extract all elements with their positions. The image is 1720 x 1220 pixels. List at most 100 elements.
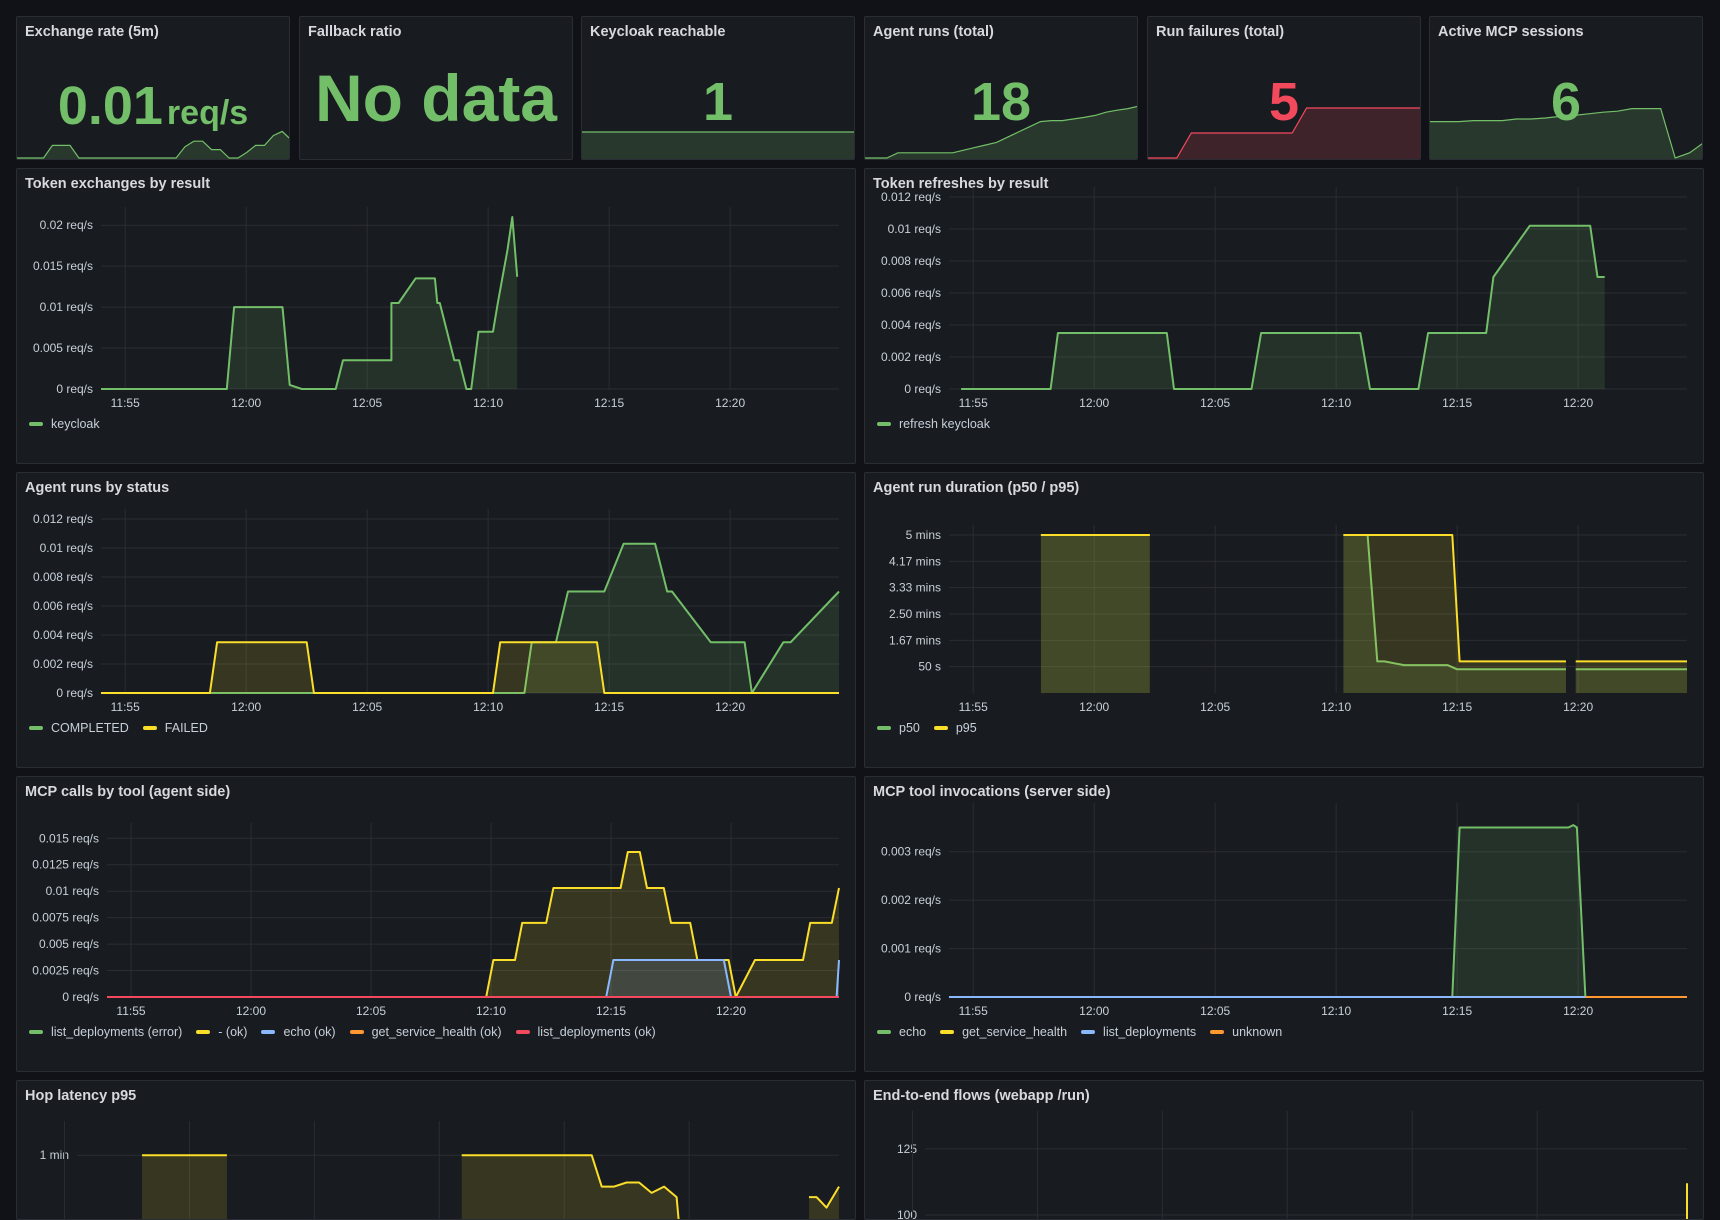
x-tick-label: 12:20 bbox=[1563, 396, 1593, 410]
stat-panel-run-failures[interactable]: Run failures (total) 5 bbox=[1147, 16, 1421, 160]
series-area-refresh-keycloak bbox=[961, 225, 1605, 389]
legend-item[interactable]: refresh keycloak bbox=[877, 417, 990, 431]
y-tick-label: 0.0025 req/s bbox=[32, 964, 99, 978]
legend-item[interactable]: echo bbox=[877, 1025, 926, 1039]
legend-swatch bbox=[933, 726, 948, 730]
sparkline bbox=[1430, 108, 1702, 159]
sparkline-line bbox=[1148, 107, 1420, 159]
y-tick-label: 0.0125 req/s bbox=[32, 858, 99, 872]
panel-token-exchanges[interactable]: Token exchanges by result 0 req/s 0.005 r… bbox=[16, 168, 856, 464]
legend-item[interactable]: list_deployments (ok) bbox=[515, 1025, 656, 1039]
x-tick-label: 12:15 bbox=[594, 396, 624, 410]
x-tick-label: 12:15 bbox=[1442, 700, 1472, 714]
sparkline-fill bbox=[865, 106, 1137, 159]
x-tick-label: 12:10 bbox=[1321, 1004, 1351, 1018]
legend-swatch bbox=[877, 1030, 891, 1034]
legend-item[interactable]: FAILED bbox=[142, 721, 208, 735]
panel-agent-runs[interactable]: Agent runs by status 0 req/s 0.002 req/s 0… bbox=[16, 472, 856, 768]
legend-item[interactable]: COMPLETED bbox=[29, 721, 129, 735]
stat-panel-active-mcp-sessions[interactable]: Active MCP sessions 6 bbox=[1429, 16, 1703, 160]
panel-hop-latency[interactable]: Hop latency p95 1 min bbox=[16, 1080, 856, 1220]
stat-value: 1 bbox=[702, 72, 734, 132]
stat-value: 5 bbox=[1268, 72, 1300, 132]
series-area-series bbox=[461, 1155, 679, 1219]
x-tick-label: 12:05 bbox=[1200, 396, 1230, 410]
legend-swatch bbox=[877, 422, 891, 426]
stat-panel-keycloak-reachable[interactable]: Keycloak reachable 1 bbox=[581, 16, 855, 160]
stat-panel-agent-runs[interactable]: Agent runs (total) 18 bbox=[864, 16, 1138, 160]
legend-swatch bbox=[515, 1030, 530, 1034]
panel-agent-duration[interactable]: Agent run duration (p50 / p95) 50 s 1.67 … bbox=[864, 472, 1704, 768]
series-line-failed bbox=[101, 641, 839, 694]
sparkline bbox=[582, 131, 854, 159]
y-tick-label: 4.17 mins bbox=[889, 554, 941, 568]
chart-svg: 0 req/s 0.005 req/s 0.01 req/s 0.015 req/s 0… bbox=[33, 207, 839, 410]
legend-swatch bbox=[142, 726, 157, 730]
x-tick-label: 12:20 bbox=[716, 1004, 746, 1018]
y-tick-label: 0 req/s bbox=[56, 382, 93, 396]
panel-e2e-flows[interactable]: End-to-end flows (webapp /run) 100 125 bbox=[864, 1080, 1704, 1220]
sparkline-line bbox=[865, 105, 1137, 159]
x-tick-label: 12:10 bbox=[476, 1004, 506, 1018]
x-tick-label: 12:20 bbox=[715, 396, 745, 410]
panel-mcp-invocations[interactable]: MCP tool invocations (server side) 0 req… bbox=[864, 776, 1704, 1072]
x-tick-label: 11:55 bbox=[111, 396, 140, 410]
legend-item[interactable]: list_deployments (error) bbox=[29, 1025, 182, 1039]
stat-panel-exchange-rate[interactable]: Exchange rate (5m) 0.01 req/s bbox=[16, 16, 290, 160]
series-area-p50 bbox=[1343, 535, 1567, 693]
x-tick-label: 12:00 bbox=[231, 700, 261, 714]
x-tick-label: 12:10 bbox=[473, 700, 503, 714]
x-tick-label: 12:15 bbox=[1442, 1004, 1472, 1018]
legend-item[interactable]: get_service_health (ok) bbox=[349, 1025, 502, 1039]
y-tick-label: 3.33 mins bbox=[889, 581, 941, 595]
legend-item[interactable]: get_service_health bbox=[940, 1025, 1067, 1039]
legend-swatch bbox=[29, 1030, 43, 1034]
legend-swatch bbox=[1210, 1030, 1225, 1034]
stat-value: 18 bbox=[970, 72, 1032, 132]
series-area-keycloak bbox=[101, 217, 518, 389]
legend-item[interactable]: keycloak bbox=[29, 417, 100, 431]
panel-title: Agent runs by status bbox=[25, 480, 170, 496]
series-line-series bbox=[461, 1154, 680, 1219]
chart-legend: keycloak bbox=[29, 417, 100, 431]
y-tick-label: 0.005 req/s bbox=[39, 937, 99, 951]
legend-label: - (ok) bbox=[218, 1025, 248, 1039]
legend-item[interactable]: - (ok) bbox=[196, 1025, 247, 1039]
legend-item[interactable]: echo (ok) bbox=[261, 1025, 336, 1039]
chart-svg: 1 min bbox=[40, 1121, 840, 1219]
panel-mcp-calls[interactable]: MCP calls by tool (agent side) 0 req/s 0.… bbox=[16, 776, 856, 1072]
y-tick-label: 0.004 req/s bbox=[881, 318, 941, 332]
x-tick-label: 12:10 bbox=[1321, 700, 1351, 714]
stat-value: 6 bbox=[1550, 72, 1582, 132]
legend-item[interactable]: unknown bbox=[1210, 1025, 1282, 1039]
legend-label: COMPLETED bbox=[51, 721, 129, 735]
x-tick-label: 12:00 bbox=[236, 1004, 266, 1018]
sparkline bbox=[17, 130, 289, 159]
stat-value: 0.01 req/s bbox=[17, 79, 289, 133]
legend-label: list_deployments (error) bbox=[51, 1025, 183, 1039]
panel-token-refreshes[interactable]: Token refreshes by result 0 req/s 0.002 r… bbox=[864, 168, 1704, 464]
chart-legend: echo get_service_health list_deployments un… bbox=[877, 1025, 1282, 1039]
legend-label: unknown bbox=[1232, 1025, 1283, 1039]
legend-item[interactable]: list_deployments bbox=[1081, 1025, 1196, 1039]
x-tick-label: 12:15 bbox=[594, 700, 624, 714]
series-area-p95 bbox=[1343, 535, 1567, 693]
legend-label: p95 bbox=[955, 721, 977, 735]
x-tick-label: 11:55 bbox=[111, 700, 140, 714]
chart-svg: 0 req/s 0.001 req/s 0.002 req/s 0.003 req/s… bbox=[881, 803, 1687, 1018]
panel-title: Active MCP sessions bbox=[1438, 24, 1584, 40]
series-line-refresh-keycloak bbox=[961, 224, 1605, 390]
chart-svg: 0 req/s 0.002 req/s 0.004 req/s 0.006 req/s… bbox=[881, 187, 1687, 410]
stat-panel-fallback-ratio[interactable]: Fallback ratio No data bbox=[299, 16, 573, 160]
series-area-series bbox=[141, 1155, 227, 1219]
panel-title: MCP calls by tool (agent side) bbox=[25, 784, 231, 800]
x-tick-label: 12:00 bbox=[1079, 700, 1109, 714]
legend-item[interactable]: p50 bbox=[877, 721, 920, 735]
legend-item[interactable]: p95 bbox=[933, 721, 977, 735]
x-tick-label: 12:10 bbox=[473, 396, 503, 410]
sparkline-line bbox=[17, 130, 289, 159]
series-area--ok- bbox=[107, 852, 839, 997]
y-tick-label: 0.01 req/s bbox=[888, 222, 941, 236]
series-area-p95 bbox=[1040, 535, 1150, 693]
x-tick-label: 11:55 bbox=[959, 396, 988, 410]
